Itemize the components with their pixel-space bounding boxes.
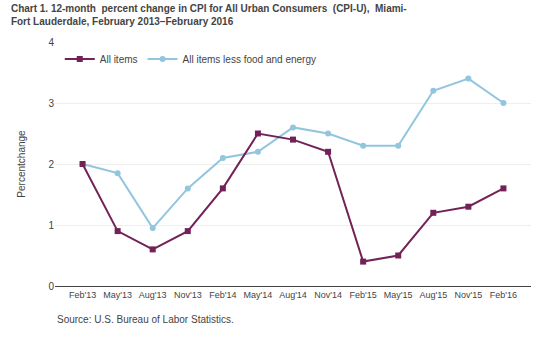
svg-text:May'15: May'15 [384, 290, 413, 300]
svg-text:Chart 1. 12-month percent cha: Chart 1. 12-month percent change in CPI … [11, 3, 407, 27]
svg-text:May'13: May'13 [103, 290, 132, 300]
svg-text:Feb'13: Feb'13 [69, 290, 96, 300]
svg-text:3: 3 [48, 98, 54, 109]
svg-text:All items less food and energy: All items less food and energy [183, 54, 316, 65]
svg-text:Source: U.S. Bureau of Labor S: Source: U.S. Bureau of Labor Statistics. [57, 314, 234, 325]
svg-text:All items: All items [100, 54, 138, 65]
svg-text:May'14: May'14 [244, 290, 273, 300]
svg-text:Aug'13: Aug'13 [139, 290, 167, 300]
svg-text:Aug'14: Aug'14 [279, 290, 307, 300]
svg-text:Feb'14: Feb'14 [209, 290, 236, 300]
svg-text:2: 2 [48, 159, 54, 170]
svg-text:4: 4 [48, 37, 54, 48]
svg-text:Aug'15: Aug'15 [419, 290, 447, 300]
svg-text:1: 1 [48, 220, 54, 231]
svg-text:Feb'16: Feb'16 [490, 290, 517, 300]
svg-text:Nov'13: Nov'13 [174, 290, 202, 300]
svg-text:Feb'15: Feb'15 [350, 290, 377, 300]
svg-text:0: 0 [48, 281, 54, 292]
svg-text:Nov'15: Nov'15 [455, 290, 483, 300]
svg-text:Nov'14: Nov'14 [314, 290, 342, 300]
svg-text:Percentchange: Percentchange [16, 130, 27, 198]
